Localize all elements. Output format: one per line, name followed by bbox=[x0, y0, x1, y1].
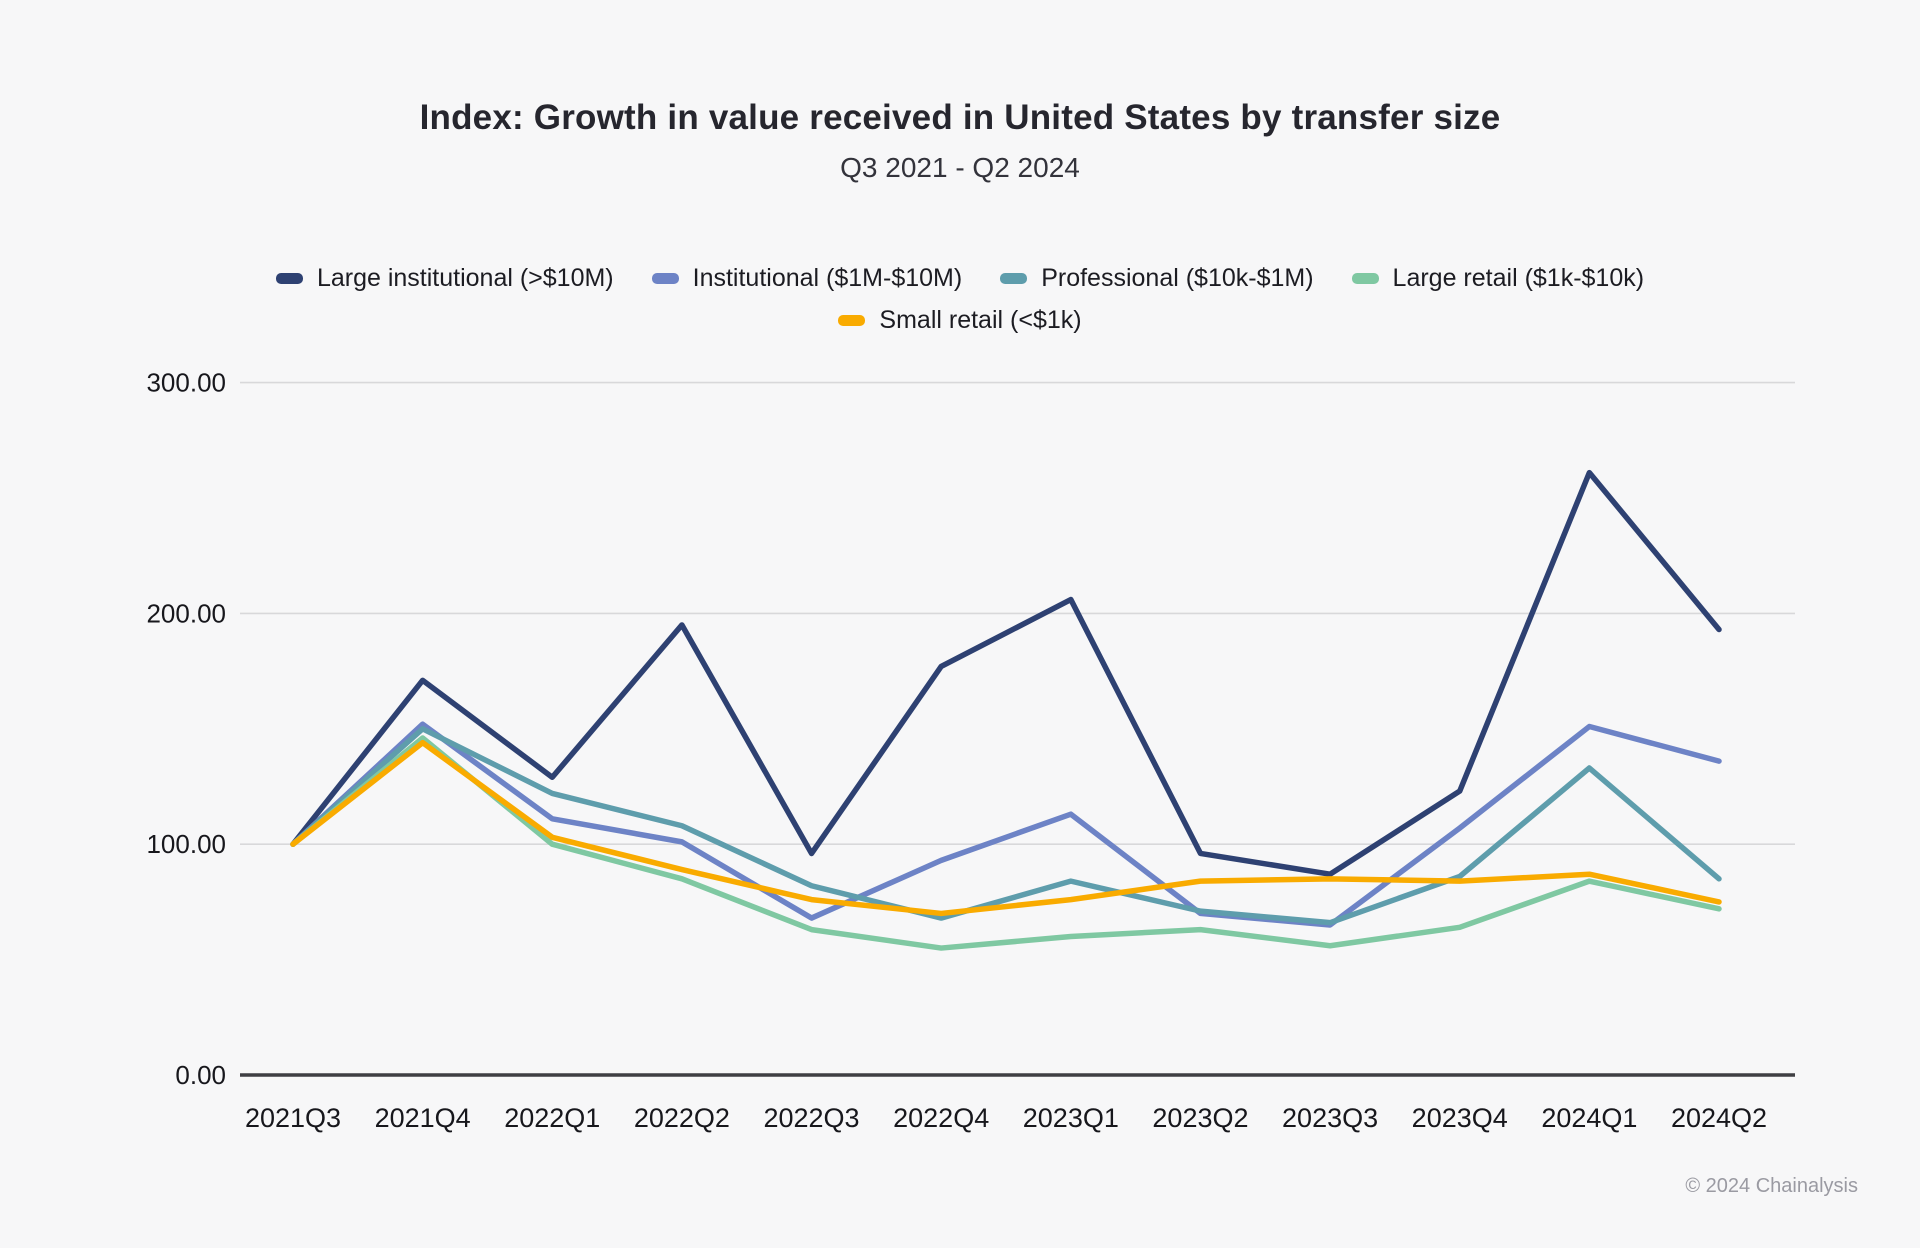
legend-item-label: Large institutional (>$10M) bbox=[316, 263, 614, 292]
legend-swatch-icon bbox=[1000, 272, 1028, 284]
legend-swatch-icon bbox=[275, 272, 303, 284]
y-tick-label: 100.00 bbox=[146, 829, 226, 859]
y-tick-label: 300.00 bbox=[146, 368, 226, 398]
legend-item-4[interactable]: Small retail (<$1k) bbox=[838, 304, 1082, 336]
chart-title: Index: Growth in value received in Unite… bbox=[419, 98, 1501, 137]
legend-item-label: Large retail ($1k-$10k) bbox=[1392, 263, 1645, 292]
legend-swatch-icon bbox=[838, 314, 866, 326]
x-tick-label: 2022Q4 bbox=[893, 1103, 989, 1133]
chart-legend: Large institutional (>$10M) Institutional… bbox=[0, 262, 1920, 336]
legend-item-1[interactable]: Institutional ($1M-$10M) bbox=[651, 262, 963, 294]
chart-subtitle: Q3 2021 - Q2 2024 bbox=[840, 152, 1080, 183]
x-tick-label: 2022Q2 bbox=[634, 1103, 730, 1133]
legend-item-label: Professional ($10k-$1M) bbox=[1041, 263, 1314, 292]
x-tick-label: 2023Q3 bbox=[1282, 1103, 1378, 1133]
legend-swatch-icon bbox=[1351, 272, 1379, 284]
y-tick-label: 0.00 bbox=[175, 1060, 226, 1090]
y-tick-label: 200.00 bbox=[146, 598, 226, 628]
series-line-4 bbox=[290, 739, 1722, 917]
legend-item-0[interactable]: Large institutional (>$10M) bbox=[275, 262, 614, 294]
x-tick-label: 2021Q3 bbox=[245, 1103, 341, 1133]
x-tick-label: 2023Q4 bbox=[1412, 1103, 1508, 1133]
x-tick-label: 2024Q1 bbox=[1541, 1103, 1637, 1133]
legend-item-label: Institutional ($1M-$10M) bbox=[692, 263, 963, 292]
legend-item-label: Small retail (<$1k) bbox=[879, 305, 1082, 334]
x-tick-label: 2023Q2 bbox=[1152, 1103, 1248, 1133]
legend-item-3[interactable]: Large retail ($1k-$10k) bbox=[1351, 262, 1645, 294]
legend-item-2[interactable]: Professional ($10k-$1M) bbox=[1000, 262, 1314, 294]
series-line-1 bbox=[290, 721, 1722, 928]
x-tick-label: 2022Q3 bbox=[763, 1103, 859, 1133]
series-line-3 bbox=[290, 735, 1722, 951]
x-tick-label: 2023Q1 bbox=[1023, 1103, 1119, 1133]
copyright-notice: © 2024 Chainalysis bbox=[1685, 1175, 1858, 1197]
series-line-0 bbox=[290, 469, 1722, 877]
x-tick-label: 2024Q2 bbox=[1671, 1103, 1767, 1133]
chart-header: Index: Growth in value received in Unite… bbox=[0, 98, 1920, 184]
x-tick-label: 2022Q1 bbox=[504, 1103, 600, 1133]
x-tick-label: 2021Q4 bbox=[375, 1103, 471, 1133]
legend-swatch-icon bbox=[651, 272, 679, 284]
series-line-2 bbox=[290, 726, 1722, 926]
